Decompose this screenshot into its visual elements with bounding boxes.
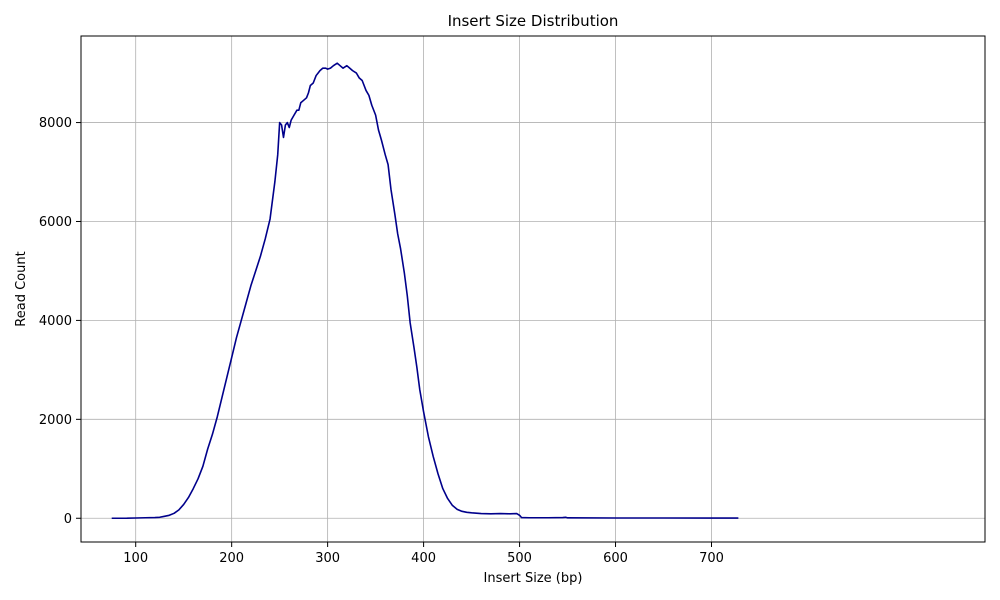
y-tick-label: 6000 bbox=[39, 215, 72, 230]
ticks: 100 200 300 400 500 600 700 0 2000 4000 6000 8000 bbox=[39, 116, 724, 566]
x-tick-label: 300 bbox=[315, 551, 340, 566]
x-tick-label: 100 bbox=[123, 551, 148, 566]
x-tick-label: 400 bbox=[411, 551, 436, 566]
plot-frame bbox=[80, 35, 986, 543]
y-tick-label: 8000 bbox=[39, 116, 72, 131]
series-layer bbox=[111, 62, 739, 520]
y-tick-label: 4000 bbox=[39, 314, 72, 329]
x-tick-label: 200 bbox=[219, 551, 244, 566]
grid bbox=[81, 36, 985, 542]
y-tick-label: 0 bbox=[64, 512, 72, 527]
x-tick-label: 600 bbox=[603, 551, 628, 566]
read-count-line bbox=[111, 62, 739, 520]
chart-title: Insert Size Distribution bbox=[448, 12, 619, 30]
x-tick-label: 500 bbox=[507, 551, 532, 566]
y-axis-label: Read Count bbox=[14, 251, 29, 326]
x-tick-label: 700 bbox=[699, 551, 724, 566]
y-tick-label: 2000 bbox=[39, 413, 72, 428]
x-axis-label: Insert Size (bp) bbox=[484, 571, 583, 586]
